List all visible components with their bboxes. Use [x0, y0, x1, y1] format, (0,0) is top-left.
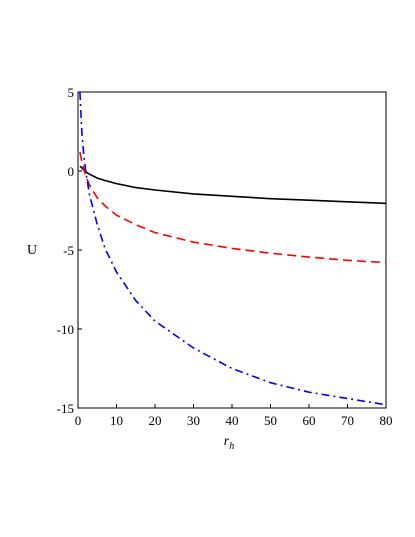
plot-frame [77, 91, 387, 409]
y-tick-label: -10 [57, 322, 74, 337]
x-tick-label: 10 [110, 413, 123, 428]
x-axis-label-subscript: h [229, 441, 234, 452]
x-axis-label: rh [224, 434, 234, 452]
curves [79, 91, 387, 406]
y-axis-label: U [27, 243, 37, 258]
x-tick-label: 20 [149, 413, 162, 428]
x-tick-label: 0 [75, 413, 82, 428]
x-axis-label-main: r [224, 434, 230, 449]
series-line-1 [79, 165, 387, 205]
y-tick-label: -15 [57, 401, 74, 416]
x-tick-label: 80 [380, 413, 393, 428]
series-line-2 [79, 151, 387, 264]
series-line-3 [79, 91, 387, 406]
x-tick-label: 50 [264, 413, 277, 428]
x-tick-label: 70 [341, 413, 354, 428]
x-tick-label: 40 [226, 413, 239, 428]
x-tick-label: 60 [303, 413, 316, 428]
y-tick-label: -5 [63, 243, 74, 258]
x-tick-label: 30 [187, 413, 200, 428]
y-tick-label: 5 [68, 85, 75, 100]
y-tick-label: 0 [68, 164, 75, 179]
